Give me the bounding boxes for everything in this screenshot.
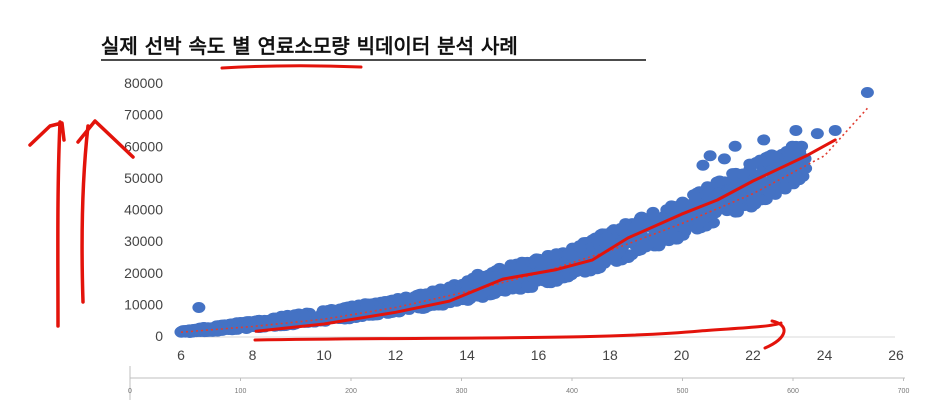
scatter-point xyxy=(628,222,642,234)
x-tick-label: 16 xyxy=(531,347,547,363)
scatter-point xyxy=(746,197,760,209)
scatter-point xyxy=(646,206,660,218)
scatter-point xyxy=(736,168,750,180)
scatter-point xyxy=(182,325,196,337)
y-axis-tick-labels: 0 10000 20000 30000 40000 50000 60000 70000 8000… xyxy=(124,75,163,344)
secondary-axis-tick-label: 200 xyxy=(345,388,357,395)
hand-drawn-curve-annotation xyxy=(254,138,837,333)
scatter-point xyxy=(726,168,740,180)
y-tick-label: 10000 xyxy=(124,296,163,312)
scatter-point xyxy=(766,151,780,163)
scatter-point-outlier xyxy=(789,124,803,136)
scatter-point xyxy=(762,185,776,197)
y-tick-label: 80000 xyxy=(124,75,163,91)
scatter-point-outlier xyxy=(860,86,874,98)
secondary-axis-tick-label: 700 xyxy=(898,388,910,395)
chart-title: 실제 선박 속도 별 연료소모량 빅데이터 분석 사례 xyxy=(101,34,518,58)
scatter-point xyxy=(655,231,669,243)
x-axis-tick-labels: 6 8 10 12 14 16 18 20 22 24 26 xyxy=(177,347,904,363)
x-tick-label: 22 xyxy=(745,347,761,363)
scatter-point xyxy=(715,200,729,212)
scatter-point xyxy=(197,322,211,334)
hand-drawn-right-arrow-x-axis xyxy=(253,319,786,350)
title-red-underline xyxy=(220,64,363,70)
scatter-point xyxy=(498,266,512,278)
scatter-point-outlier xyxy=(442,286,456,298)
x-tick-label: 24 xyxy=(817,347,833,363)
scatter-point-outlier xyxy=(703,150,717,162)
secondary-axis-tick-label: 600 xyxy=(787,388,799,395)
scatter-point xyxy=(753,154,767,166)
scatter-point xyxy=(671,231,685,243)
x-tick-label: 6 xyxy=(177,347,185,363)
scatter-point xyxy=(573,242,587,254)
scatter-point xyxy=(676,196,690,208)
x-tick-label: 12 xyxy=(388,347,404,363)
secondary-axis-tick-label: 500 xyxy=(677,388,689,395)
x-tick-label: 14 xyxy=(459,347,475,363)
scatter-point xyxy=(275,315,289,327)
y-tick-label: 0 xyxy=(155,328,163,344)
scatter-point xyxy=(743,158,757,170)
scatter-point-outlier xyxy=(828,124,842,136)
scatter-point xyxy=(730,200,744,212)
scatter-point-outlier xyxy=(192,302,206,314)
scatter-point xyxy=(328,308,342,320)
scatter-point-outlier xyxy=(717,153,731,165)
y-tick-label: 60000 xyxy=(124,138,163,154)
scatter-point xyxy=(777,172,791,184)
y-tick-label: 40000 xyxy=(124,202,163,218)
scatter-point-outlier xyxy=(810,128,824,140)
scatter-point xyxy=(688,191,702,203)
scatter-point-outlier xyxy=(728,140,742,152)
x-tick-label: 20 xyxy=(674,347,690,363)
scatter-point xyxy=(471,290,485,302)
scatter-point-outlier xyxy=(360,298,374,310)
scatter-point-outlier xyxy=(399,292,413,304)
scatter-point xyxy=(784,144,798,156)
secondary-axis-tick-label: 400 xyxy=(566,388,578,395)
scatter-point-outlier xyxy=(514,262,528,274)
scatter-point-outlier xyxy=(471,268,485,280)
x-tick-label: 26 xyxy=(888,347,904,363)
scatter-point xyxy=(228,323,242,335)
scatter-point xyxy=(428,291,442,303)
scatter-point xyxy=(218,319,232,331)
secondary-axis-tick-label: 100 xyxy=(235,388,247,395)
scatter-point xyxy=(636,237,650,249)
scatter-point-outlier xyxy=(589,232,603,244)
scatter-point xyxy=(662,220,676,232)
hand-drawn-up-arrow-right xyxy=(76,119,135,304)
secondary-axis-tick-labels: 0 100 200 300 400 500 600 700 xyxy=(128,378,909,395)
scatter-point xyxy=(590,258,604,270)
y-tick-label: 30000 xyxy=(124,233,163,249)
scatter-point xyxy=(692,217,706,229)
scatter-point xyxy=(540,275,554,287)
scatter-point xyxy=(315,307,329,319)
y-tick-label: 50000 xyxy=(124,170,163,186)
hand-drawn-up-arrow-left xyxy=(28,120,66,328)
scatter-point xyxy=(710,176,724,188)
scatter-point xyxy=(612,246,626,258)
x-tick-label: 8 xyxy=(249,347,257,363)
x-tick-label: 18 xyxy=(602,347,618,363)
scatter-point-outlier xyxy=(528,254,542,266)
y-tick-label: 70000 xyxy=(124,107,163,123)
scatter-point xyxy=(551,273,565,285)
secondary-axis-tick-label: 0 xyxy=(128,388,132,395)
scatter-point-outlier xyxy=(549,248,563,260)
scatter-point-outlier xyxy=(417,290,431,302)
scatter-point xyxy=(255,315,269,327)
annotation-group xyxy=(254,138,837,333)
scatter-point xyxy=(373,303,387,315)
scatter-point-outlier xyxy=(696,159,710,171)
x-tick-label: 10 xyxy=(316,347,332,363)
y-tick-label: 20000 xyxy=(124,265,163,281)
scatter-point-outlier xyxy=(614,222,628,234)
secondary-axis-tick-label: 300 xyxy=(456,388,468,395)
scatter-point-outlier xyxy=(757,134,771,146)
scatter-points xyxy=(174,86,874,338)
